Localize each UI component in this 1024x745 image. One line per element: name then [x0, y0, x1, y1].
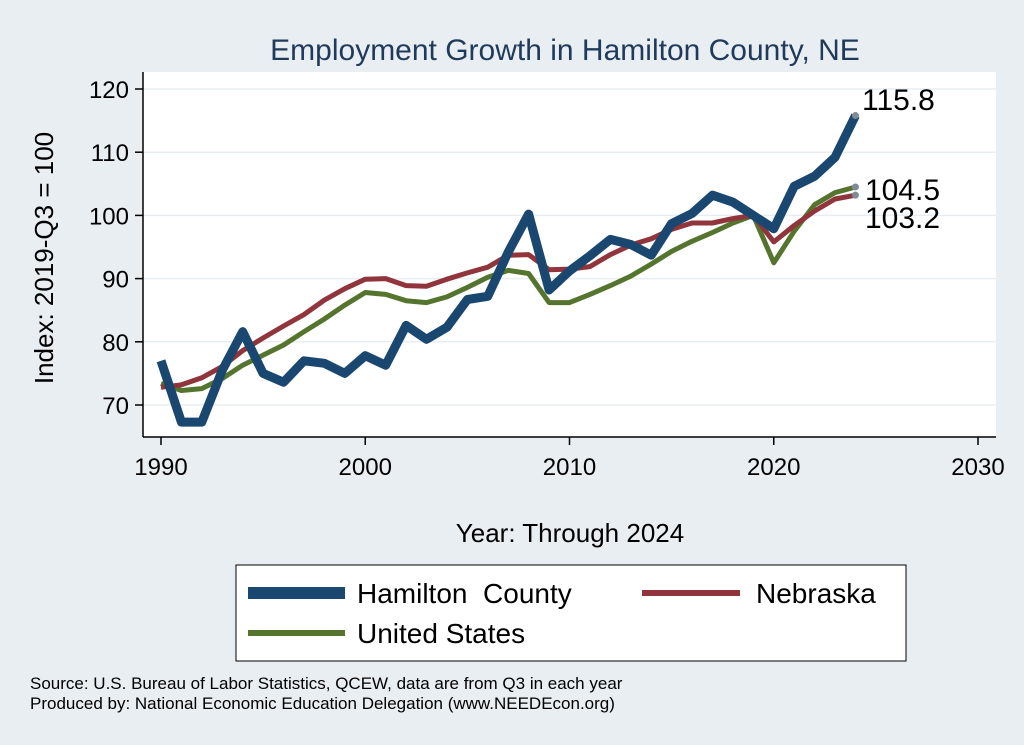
series-line-united-states	[160, 184, 857, 393]
axes: 70 80 90 100 110 120 1990 2000 2010 2020 2030	[89, 72, 1005, 481]
legend-label-nebraska: Nebraska	[756, 578, 876, 609]
y-tick-label: 100	[89, 203, 129, 230]
x-tick-label: 2000	[339, 454, 392, 481]
y-tick-label: 70	[102, 393, 129, 420]
x-tick-label: 2030	[951, 454, 1004, 481]
y-tick-label: 90	[102, 267, 129, 294]
x-tick-label: 1990	[134, 454, 187, 481]
legend-label-united-states: United States	[357, 618, 525, 649]
series-line-hamilton	[156, 113, 860, 427]
end-marker	[851, 183, 859, 191]
y-tick-label: 120	[89, 77, 129, 104]
source-note: Source: U.S. Bureau of Labor Statistics,…	[30, 674, 623, 693]
end-marker	[851, 112, 859, 120]
y-axis-title: Index: 2019-Q3 = 100	[29, 132, 59, 384]
end-marker	[851, 191, 859, 199]
chart-title: Employment Growth in Hamilton County, NE	[270, 34, 860, 67]
legend: Hamilton County Nebraska United States	[235, 564, 907, 662]
y-tick-label: 110	[91, 140, 129, 167]
end-markers	[851, 112, 859, 199]
legend-box	[235, 564, 907, 662]
legend-label-hamilton: Hamilton County	[357, 578, 572, 609]
end-label-nebraska: 103.2	[865, 202, 940, 235]
y-tick-label: 80	[102, 330, 129, 357]
plot-area	[143, 72, 996, 437]
x-tick-label: 2010	[543, 454, 596, 481]
producer-note: Produced by: National Economic Education…	[30, 694, 615, 713]
x-axis-title: Year: Through 2024	[456, 518, 684, 548]
end-label-hamilton: 115.8	[862, 84, 935, 117]
x-tick-label: 2020	[747, 454, 800, 481]
end-label-united-states: 104.5	[865, 174, 940, 207]
series-lines	[156, 113, 860, 427]
